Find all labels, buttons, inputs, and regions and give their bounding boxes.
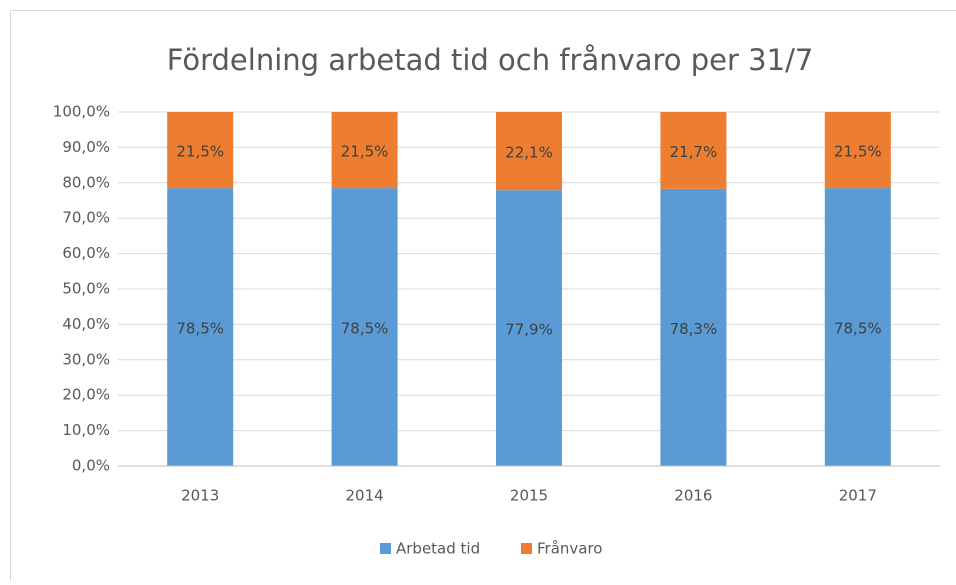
value-label: 77,9% xyxy=(505,321,553,339)
value-label: 78,5% xyxy=(341,320,389,338)
legend-swatch xyxy=(380,543,391,554)
y-tick-label: 40,0% xyxy=(62,315,110,333)
y-tick-label: 20,0% xyxy=(62,386,110,404)
x-tick-label: 2016 xyxy=(674,487,712,505)
y-tick-label: 60,0% xyxy=(62,244,110,262)
chart-border xyxy=(11,11,956,582)
x-tick-label: 2017 xyxy=(839,487,877,505)
value-label: 78,5% xyxy=(176,320,224,338)
x-tick-label: 2014 xyxy=(346,487,384,505)
chart-title: Fördelning arbetad tid och frånvaro per … xyxy=(167,43,814,77)
value-label: 22,1% xyxy=(505,144,553,162)
value-label: 21,5% xyxy=(176,143,224,161)
legend-label: Frånvaro xyxy=(537,540,603,558)
x-tick-label: 2013 xyxy=(181,487,219,505)
y-tick-label: 80,0% xyxy=(62,173,110,191)
value-label: 78,3% xyxy=(670,320,718,338)
legend-swatch xyxy=(521,543,532,554)
value-label: 21,5% xyxy=(834,143,882,161)
y-tick-label: 90,0% xyxy=(62,138,110,156)
value-label: 21,7% xyxy=(670,143,718,161)
y-tick-label: 30,0% xyxy=(62,350,110,368)
value-label: 21,5% xyxy=(341,143,389,161)
y-tick-label: 10,0% xyxy=(62,421,110,439)
y-tick-label: 70,0% xyxy=(62,209,110,227)
y-tick-label: 50,0% xyxy=(62,280,110,298)
y-tick-label: 0,0% xyxy=(72,457,110,475)
legend-label: Arbetad tid xyxy=(396,540,480,558)
value-label: 78,5% xyxy=(834,320,882,338)
x-tick-label: 2015 xyxy=(510,487,548,505)
y-tick-label: 100,0% xyxy=(53,103,110,121)
